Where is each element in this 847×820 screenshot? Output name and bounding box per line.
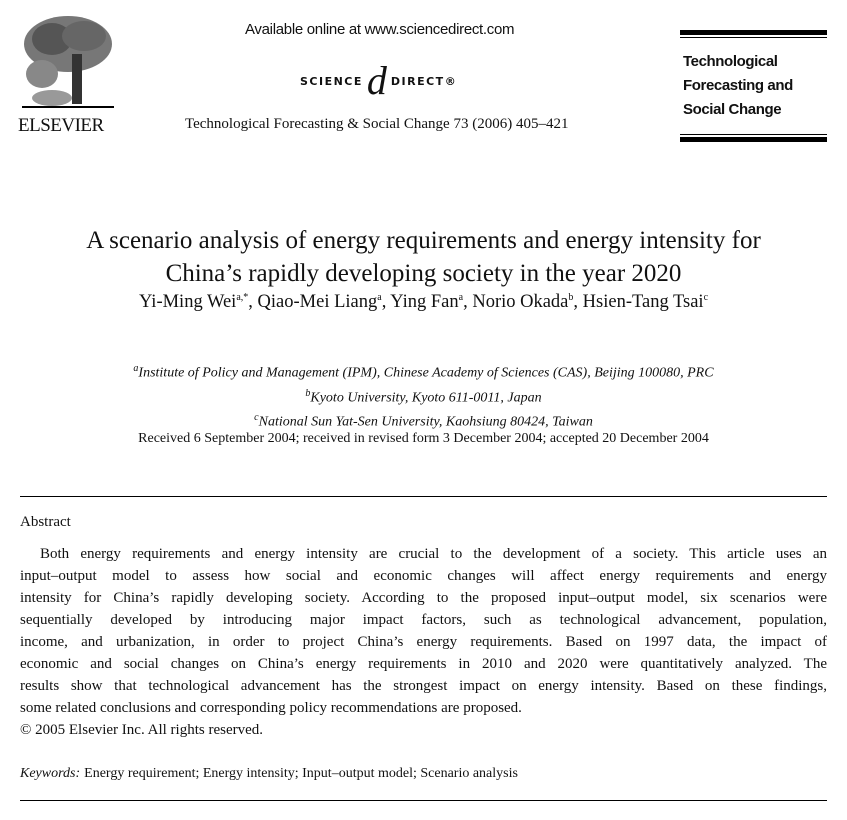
- abstract-line: intensity for China’s rapidly developing…: [20, 590, 827, 606]
- sciencedirect-logo: SCIENCE d DIRECT®: [300, 58, 458, 103]
- available-online-text: Available online at www.sciencedirect.co…: [245, 21, 515, 38]
- abstract-line: Both energy requirements and energy inte…: [40, 546, 827, 562]
- publisher-name: ELSEVIER: [18, 115, 104, 136]
- logo-left-text: SCIENCE: [300, 74, 363, 88]
- journal-title-box: Technological Forecasting and Social Cha…: [680, 30, 827, 144]
- abstract-line: some related conclusions and correspondi…: [20, 700, 522, 716]
- author: Ying Fana: [390, 292, 464, 313]
- author: Hsien-Tang Tsaic: [582, 292, 709, 313]
- logo-at-glyph: d: [366, 58, 387, 103]
- author-list: Yi-Ming Weia,*, Qiao-Mei Lianga, Ying Fa…: [138, 292, 709, 313]
- abstract-line: input–output model to assess how social …: [20, 568, 827, 584]
- journal-title: Technological Forecasting and Social Cha…: [683, 53, 793, 118]
- abstract-body: Both energy requirements and energy inte…: [20, 543, 827, 741]
- author: Norio Okadab: [472, 292, 574, 313]
- author: Yi-Ming Weia,*: [138, 292, 249, 313]
- article-title: A scenario analysis of energy requiremen…: [86, 227, 761, 287]
- divider: [20, 496, 827, 497]
- affiliation: cNational Sun Yat-Sen University, Kaohsi…: [254, 412, 593, 430]
- copyright: © 2005 Elsevier Inc. All rights reserved…: [20, 722, 264, 738]
- affiliation: aInstitute of Policy and Management (IPM…: [133, 363, 714, 381]
- abstract-line: sequentially developed by introducing ma…: [20, 612, 827, 628]
- received-dates: Received 6 September 2004; received in r…: [138, 431, 709, 446]
- keywords: Keywords: Energy requirement; Energy inte…: [20, 766, 518, 782]
- affiliations: aInstitute of Policy and Management (IPM…: [0, 359, 847, 433]
- abstract-line: results show that technological advancem…: [20, 678, 827, 694]
- abstract-line: economic and social changes on China’s e…: [20, 656, 827, 672]
- abstract-heading: Abstract: [20, 514, 71, 530]
- author: Qiao-Mei Lianga: [257, 292, 382, 313]
- keywords-label: Keywords:: [20, 766, 81, 781]
- divider: [20, 800, 827, 801]
- abstract-line: income, and urbanization, in order to pr…: [20, 634, 827, 650]
- logo-right-text: DIRECT®: [390, 74, 458, 88]
- journal-reference: Technological Forecasting & Social Chang…: [185, 116, 569, 132]
- elsevier-tree-logo: [22, 16, 114, 108]
- affiliation: bKyoto University, Kyoto 611-0011, Japan: [305, 387, 542, 406]
- keywords-text: Energy requirement; Energy intensity; In…: [84, 766, 518, 781]
